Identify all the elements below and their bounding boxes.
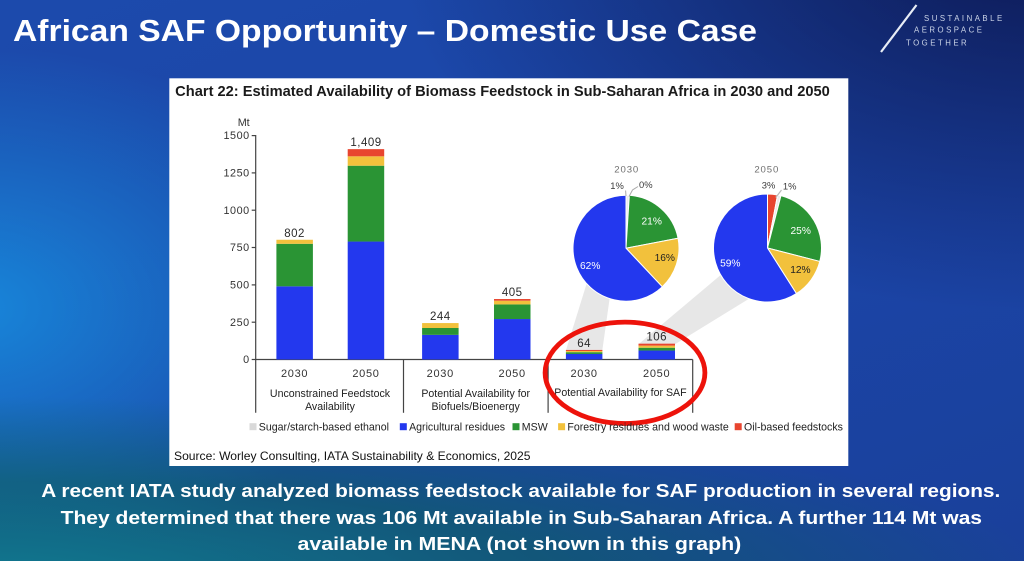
svg-text:2030: 2030 [281, 368, 308, 380]
svg-text:0: 0 [243, 354, 250, 366]
svg-text:244: 244 [430, 311, 451, 323]
svg-text:12%: 12% [790, 265, 810, 276]
svg-text:750: 750 [230, 242, 250, 254]
svg-text:Potential Availability for: Potential Availability for [421, 388, 530, 400]
svg-text:Biofuels/Bioenergy: Biofuels/Bioenergy [432, 401, 521, 413]
svg-text:500: 500 [230, 280, 250, 292]
svg-text:They determined that there was: They determined that there was 106 Mt av… [61, 507, 982, 528]
svg-text:250: 250 [230, 317, 250, 329]
svg-text:2030: 2030 [570, 368, 597, 380]
svg-text:2050: 2050 [754, 165, 779, 176]
svg-text:Agricultural residues: Agricultural residues [409, 421, 505, 433]
svg-text:62%: 62% [580, 261, 600, 272]
svg-text:0%: 0% [639, 179, 653, 190]
svg-text:Chart 22: Estimated Availabili: Chart 22: Estimated Availability of Biom… [175, 84, 830, 100]
svg-text:MSW: MSW [522, 421, 548, 433]
svg-text:SUSTAINABLE: SUSTAINABLE [924, 14, 1005, 23]
svg-text:1250: 1250 [223, 168, 249, 180]
svg-text:1500: 1500 [223, 130, 249, 142]
svg-text:AEROSPACE: AEROSPACE [914, 25, 984, 34]
svg-text:Unconstrained Feedstock: Unconstrained Feedstock [270, 388, 391, 400]
svg-text:1%: 1% [783, 180, 797, 191]
svg-text:Source: Worley Consulting, IAT: Source: Worley Consulting, IATA Sustaina… [174, 449, 531, 463]
svg-text:2050: 2050 [499, 368, 526, 380]
svg-text:59%: 59% [720, 259, 740, 270]
svg-text:Oil-based feedstocks: Oil-based feedstocks [744, 421, 843, 433]
svg-text:Sugar/starch-based ethanol: Sugar/starch-based ethanol [259, 421, 389, 433]
svg-text:Potential Availability for SAF: Potential Availability for SAF [554, 387, 687, 399]
svg-text:Forestry residues and wood was: Forestry residues and wood waste [567, 421, 728, 433]
svg-text:802: 802 [284, 228, 305, 240]
svg-text:Mt: Mt [238, 117, 250, 129]
svg-text:405: 405 [502, 287, 523, 299]
svg-text:Availability: Availability [305, 401, 356, 413]
svg-text:available in MENA (not shown i: available in MENA (not shown in this gra… [298, 533, 742, 554]
svg-text:21%: 21% [642, 217, 662, 228]
svg-text:3%: 3% [762, 180, 776, 191]
svg-text:TOGETHER: TOGETHER [906, 38, 969, 47]
svg-text:2030: 2030 [427, 368, 454, 380]
svg-text:25%: 25% [791, 226, 811, 237]
svg-text:106: 106 [646, 332, 667, 344]
svg-text:A recent IATA study analyzed b: A recent IATA study analyzed biomass fee… [41, 480, 1000, 501]
svg-text:African SAF Opportunity – Dome: African SAF Opportunity – Domestic Use C… [13, 13, 757, 48]
svg-text:1%: 1% [610, 180, 624, 191]
svg-text:1,409: 1,409 [350, 137, 381, 149]
svg-text:2050: 2050 [643, 368, 670, 380]
svg-text:1000: 1000 [223, 205, 249, 217]
svg-text:16%: 16% [655, 253, 675, 264]
svg-text:2030: 2030 [614, 165, 639, 176]
svg-text:64: 64 [577, 338, 591, 350]
svg-text:2050: 2050 [352, 368, 379, 380]
